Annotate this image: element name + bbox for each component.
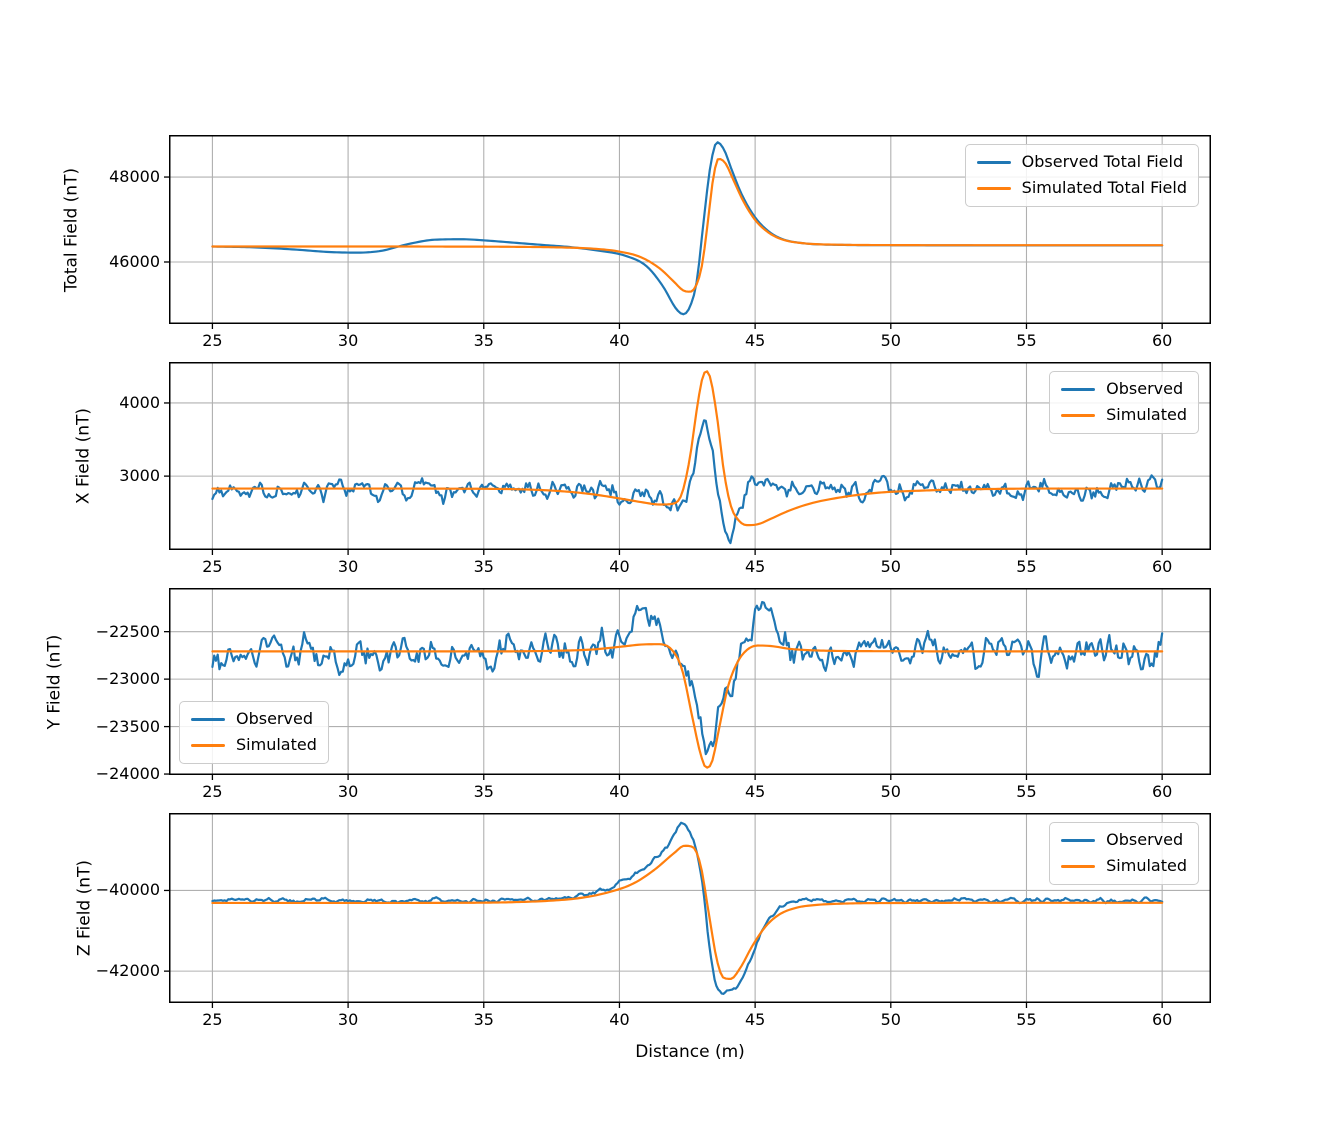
x-tick-40-total-field-nt: 40 [609,331,630,350]
x-tick-40-y-field-nt: 40 [609,782,630,801]
legend-label: Observed Total Field [1021,152,1184,171]
x-tick-45-z-field-nt: 45 [744,1010,766,1029]
legend-label: Observed [1106,830,1184,849]
legend-label: Simulated Total Field [1021,178,1187,198]
x-tick-35-z-field-nt: 35 [473,1010,494,1029]
observed-line-x-field-nt [211,419,1164,545]
x-tick-60-y-field-nt: 60 [1151,782,1173,801]
x-tick-55-x-field-nt: 55 [1016,557,1037,576]
simulated-line-y-field-nt [211,643,1164,769]
x-tick-60-z-field-nt: 60 [1151,1010,1173,1029]
legend-entry-observed: Observed [1061,830,1187,849]
y-tick--23000-y-field-nt: −23000 [95,669,160,689]
x-tick-25-y-field-nt: 25 [202,782,223,801]
y-tick-48000-total-field-nt: 48000 [109,167,160,187]
y-tick--42000-z-field-nt: −42000 [95,961,160,981]
simulated-line-z-field-nt [211,844,1164,980]
x-tick-35-total-field-nt: 35 [473,331,494,350]
tick-marks [164,176,1163,329]
y-tick-3000-x-field-nt: 3000 [119,466,160,486]
legend-label: Simulated [236,735,317,755]
plot-area-y-field-nt [164,588,1211,780]
y-tick--24000-y-field-nt: −24000 [95,764,160,784]
x-tick-35-y-field-nt: 35 [473,782,494,801]
legend-line-simulated-icon [1061,414,1096,418]
legend-label: Simulated [1106,405,1187,425]
x-tick-45-total-field-nt: 45 [744,331,766,350]
x-tick-40-z-field-nt: 40 [609,1010,630,1029]
x-tick-35-x-field-nt: 35 [473,557,494,576]
gridlines [169,813,1211,1003]
x-tick-60-x-field-nt: 60 [1151,557,1173,576]
legend-entry-simulated: Simulated [1061,405,1187,425]
legend-label: Observed [1106,379,1184,398]
plot-area-z-field-nt [164,813,1211,1008]
observed-line-y-field-nt [211,600,1164,756]
x-tick-45-x-field-nt: 45 [744,557,766,576]
legend-label: Observed [236,709,313,728]
simulated-line-x-field-nt [211,370,1164,527]
x-tick-25-z-field-nt: 25 [202,1010,223,1029]
legend-z-field-nt: Observed Simulated [1049,822,1199,885]
axes-frame [169,362,1211,550]
axes-frame [169,813,1211,1003]
x-tick-45-y-field-nt: 45 [744,782,766,801]
x-tick-50-z-field-nt: 50 [880,1010,901,1029]
y-axis-label-x-field-nt: X Field (nT) [73,407,94,505]
x-tick-55-total-field-nt: 55 [1016,331,1037,350]
y-axis-label-y-field-nt: Y Field (nT) [44,634,65,729]
legend-label: Simulated [1106,856,1187,876]
legend-x-field-nt: Observed Simulated [1049,371,1199,434]
axes-frame [169,588,1211,775]
observed-line-z-field-nt [211,821,1164,995]
legend-line-simulated-total-field-icon [976,187,1011,191]
legend-line-simulated-icon [191,744,225,748]
y-axis-label-total-field-nt: Total Field (nT) [61,167,82,292]
legend-entry-observed-total-field: Observed Total Field [976,152,1187,171]
gridlines [169,588,1211,775]
legend-entry-observed: Observed [191,709,317,728]
legend-y-field-nt: Observed Simulated [179,701,329,764]
y-tick--40000-z-field-nt: −40000 [95,880,160,900]
x-tick-50-total-field-nt: 50 [880,331,901,350]
gridlines [169,362,1211,550]
legend-line-observed-total-field-icon [976,160,1011,164]
plot-area-x-field-nt [164,362,1211,555]
simulated-total-field-line-total-field-nt [211,157,1164,293]
x-tick-30-z-field-nt: 30 [337,1010,359,1029]
legend-entry-simulated: Simulated [191,735,317,755]
axes-frame [169,135,1211,324]
x-tick-40-x-field-nt: 40 [609,557,630,576]
legend-entry-observed: Observed [1061,379,1187,398]
legend-line-observed-icon [1061,838,1096,842]
x-tick-50-x-field-nt: 50 [880,557,901,576]
x-axis-label: Distance (m) [635,1042,745,1062]
legend-total-field-nt: Observed Total Field Simulated Total Fiel… [964,144,1199,207]
legend-entry-simulated-total-field: Simulated Total Field [976,178,1187,198]
y-tick--23500-y-field-nt: −23500 [95,716,160,736]
legend-line-simulated-icon [1061,865,1096,869]
legend-entry-simulated: Simulated [1061,856,1187,876]
x-tick-30-total-field-nt: 30 [337,331,359,350]
x-tick-50-y-field-nt: 50 [880,782,901,801]
y-tick-46000-total-field-nt: 46000 [109,251,160,271]
x-tick-55-y-field-nt: 55 [1016,782,1037,801]
tick-marks [164,402,1163,555]
x-tick-25-total-field-nt: 25 [202,331,223,350]
x-tick-25-x-field-nt: 25 [202,557,223,576]
x-tick-30-y-field-nt: 30 [337,782,359,801]
tick-marks [164,631,1163,780]
x-tick-30-x-field-nt: 30 [337,557,359,576]
legend-line-observed-icon [191,717,225,721]
x-tick-55-z-field-nt: 55 [1016,1010,1037,1029]
y-tick-4000-x-field-nt: 4000 [119,392,160,412]
x-tick-60-total-field-nt: 60 [1151,331,1173,350]
legend-line-observed-icon [1061,387,1096,391]
tick-marks [164,889,1163,1008]
y-tick--22500-y-field-nt: −22500 [95,621,160,641]
y-axis-label-z-field-nt: Z Field (nT) [74,859,95,957]
